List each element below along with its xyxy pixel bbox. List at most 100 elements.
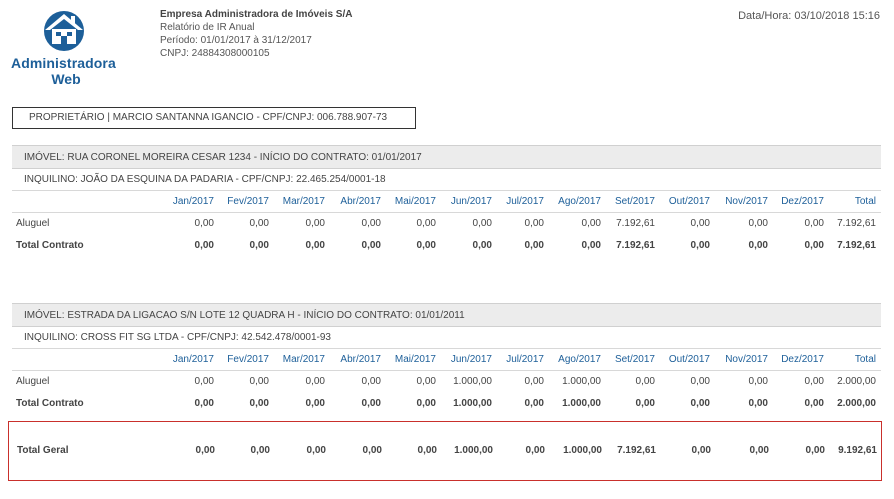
value-cell: 0,00 — [249, 398, 269, 409]
value-cell: 0,00 — [472, 218, 492, 229]
table-row-total: Total Contrato 0,00 0,00 0,00 0,00 0,00 0,00 0… — [12, 235, 881, 257]
value-cell: 0,00 — [194, 218, 214, 229]
row-label: Total Contrato — [16, 398, 84, 409]
value-cell: 0,00 — [249, 376, 269, 387]
row-label: Total Contrato — [16, 240, 84, 251]
tenant-line: INQUILINO: CROSS FIT SG LTDA - CPF/CNPJ:… — [12, 327, 881, 349]
value-cell: 0,00 — [524, 218, 544, 229]
month-header: Mar/2017 — [282, 354, 325, 365]
month-header: Abr/2017 — [340, 354, 381, 365]
brand-name: Administradora — [11, 55, 116, 71]
month-header-row: Jan/2017 Fev/2017 Mar/2017 Abr/2017 Mai/2017… — [12, 191, 881, 213]
table-row-total: Total Contrato 0,00 0,00 0,00 0,00 0,00 1.000… — [12, 393, 881, 415]
tenant-line: INQUILINO: JOÃO DA ESQUINA DA PADARIA - … — [12, 169, 881, 191]
month-header: Fev/2017 — [227, 196, 269, 207]
value-cell: 7.192,61 — [616, 240, 655, 251]
value-cell: 7.192,61 — [837, 240, 876, 251]
value-cell: 0,00 — [194, 240, 214, 251]
value-cell: 7.192,61 — [837, 218, 876, 229]
month-header: Jan/2017 — [172, 196, 214, 207]
month-header: Nov/2017 — [725, 354, 768, 365]
value-cell: 0,00 — [635, 376, 655, 387]
property-title: IMÓVEL: ESTRADA DA LIGACAO S/N LOTE 12 Q… — [12, 303, 881, 327]
value-cell: 0,00 — [804, 240, 824, 251]
row-label: Aluguel — [16, 218, 50, 229]
value-cell: 0,00 — [194, 398, 214, 409]
month-header: Total — [854, 354, 876, 365]
month-header: Ago/2017 — [558, 196, 601, 207]
company-logo: Administradora Web — [10, 8, 122, 87]
month-header-row: Jan/2017 Fev/2017 Mar/2017 Abr/2017 Mai/2017… — [12, 349, 881, 371]
month-header: Dez/2017 — [781, 354, 824, 365]
month-header: Mai/2017 — [394, 196, 436, 207]
value-cell: 1.000,00 — [453, 376, 492, 387]
grand-total-cell: 1.000,00 — [563, 445, 602, 456]
value-cell: 0,00 — [804, 398, 824, 409]
grand-total-cell: 9.192,61 — [838, 445, 877, 456]
value-cell: 7.192,61 — [616, 218, 655, 229]
report-datetime: Data/Hora: 03/10/2018 15:16 — [738, 10, 880, 22]
value-cell: 2.000,00 — [837, 376, 876, 387]
value-cell: 0,00 — [748, 240, 768, 251]
month-header: Ago/2017 — [558, 354, 601, 365]
report-period: Período: 01/01/2017 à 31/12/2017 — [160, 35, 312, 46]
company-info: Empresa Administradora de Imóveis S/A Re… — [160, 8, 352, 60]
month-header: Total — [854, 196, 876, 207]
company-cnpj: CNPJ: 24884308000105 — [160, 48, 270, 59]
month-header: Nov/2017 — [725, 196, 768, 207]
value-cell: 0,00 — [748, 218, 768, 229]
value-cell: 0,00 — [361, 218, 381, 229]
grand-total-label: Total Geral — [17, 445, 69, 456]
value-cell: 0,00 — [416, 376, 436, 387]
value-cell: 0,00 — [361, 240, 381, 251]
month-header: Set/2017 — [614, 196, 655, 207]
value-cell: 0,00 — [472, 240, 492, 251]
month-header: Jul/2017 — [506, 354, 544, 365]
property-title: IMÓVEL: RUA CORONEL MOREIRA CESAR 1234 -… — [12, 145, 881, 169]
value-cell: 0,00 — [524, 376, 544, 387]
value-cell: 1.000,00 — [453, 398, 492, 409]
value-cell: 0,00 — [690, 376, 710, 387]
month-header: Jul/2017 — [506, 196, 544, 207]
value-cell: 0,00 — [305, 240, 325, 251]
company-name: Empresa Administradora de Imóveis S/A — [160, 9, 353, 20]
month-header: Jun/2017 — [450, 354, 492, 365]
grand-total-cell: 0,00 — [195, 445, 215, 456]
grand-total-cell: 0,00 — [691, 445, 711, 456]
grand-total-cell: 0,00 — [306, 445, 326, 456]
value-cell: 0,00 — [581, 218, 601, 229]
value-cell: 0,00 — [748, 398, 768, 409]
house-icon — [44, 11, 84, 51]
month-header: Mai/2017 — [394, 354, 436, 365]
grand-total-cell: 0,00 — [250, 445, 270, 456]
value-cell: 0,00 — [635, 398, 655, 409]
report-name: Relatório de IR Anual — [160, 22, 255, 33]
value-cell: 0,00 — [416, 240, 436, 251]
grand-total-cell: 0,00 — [749, 445, 769, 456]
value-cell: 0,00 — [524, 398, 544, 409]
value-cell: 0,00 — [194, 376, 214, 387]
grand-total-cell: 7.192,61 — [617, 445, 656, 456]
value-cell: 0,00 — [249, 240, 269, 251]
value-cell: 0,00 — [305, 376, 325, 387]
owner-box: PROPRIETÁRIO | MARCIO SANTANNA IGANCIO -… — [12, 107, 416, 129]
month-header: Jun/2017 — [450, 196, 492, 207]
value-cell: 0,00 — [305, 398, 325, 409]
grand-total-cell: 0,00 — [362, 445, 382, 456]
grand-total-cell: 0,00 — [417, 445, 437, 456]
value-cell: 0,00 — [690, 218, 710, 229]
grand-total-row: Total Geral 0,00 0,00 0,00 0,00 0,00 1.000,00… — [13, 440, 882, 462]
value-cell: 0,00 — [804, 376, 824, 387]
month-header: Set/2017 — [614, 354, 655, 365]
month-header: Fev/2017 — [227, 354, 269, 365]
value-cell: 0,00 — [361, 376, 381, 387]
grand-total-cell: 0,00 — [525, 445, 545, 456]
month-header: Jan/2017 — [172, 354, 214, 365]
row-label: Aluguel — [16, 376, 50, 387]
value-cell: 1.000,00 — [562, 376, 601, 387]
brand-suffix: Web — [51, 71, 81, 87]
value-cell: 0,00 — [361, 398, 381, 409]
month-header: Out/2017 — [668, 196, 710, 207]
grand-total-cell: 1.000,00 — [454, 445, 493, 456]
value-cell: 0,00 — [748, 376, 768, 387]
